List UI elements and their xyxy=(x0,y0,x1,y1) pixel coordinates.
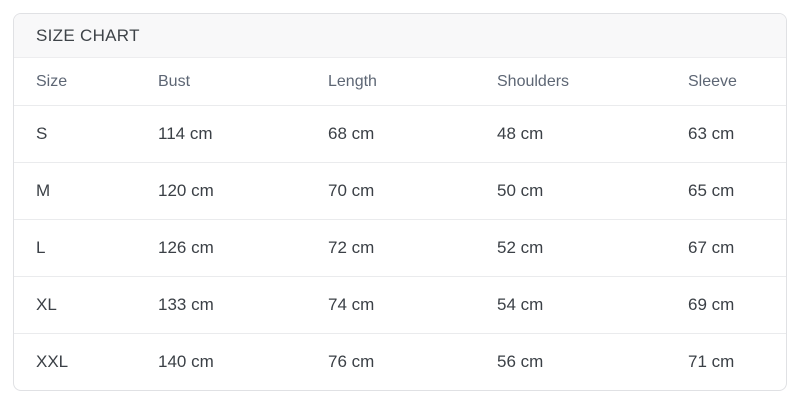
measurement-cell: 76 cm xyxy=(328,352,375,371)
column-header-length: Length xyxy=(328,72,377,90)
column-header-bust: Bust xyxy=(158,72,191,90)
column-header-sleeve: Sleeve xyxy=(688,72,737,90)
table-row-s: S 114 cm 68 cm 48 cm 63 cm xyxy=(14,105,786,162)
measurement-cell: 72 cm xyxy=(328,238,375,257)
measurement-cell: 63 cm xyxy=(688,124,735,143)
measurement-cell: 69 cm xyxy=(688,295,735,314)
table-row-l: L 126 cm 72 cm 52 cm 67 cm xyxy=(14,219,786,276)
measurement-cell: 71 cm xyxy=(688,352,735,371)
size-chart-header-bar: SIZE CHART xyxy=(14,14,786,58)
measurement-cell: 74 cm xyxy=(328,295,375,314)
size-label-cell: S xyxy=(36,124,48,143)
measurement-cell: 114 cm xyxy=(158,124,213,143)
measurement-cell: 54 cm xyxy=(497,295,544,314)
table-header-row: Size Bust Length Shoulders Sleeve xyxy=(14,58,786,105)
measurement-cell: 133 cm xyxy=(158,295,214,314)
table-row-xxl: XXL 140 cm 76 cm 56 cm 71 cm xyxy=(14,333,786,390)
table-row-m: M 120 cm 70 cm 50 cm 65 cm xyxy=(14,162,786,219)
size-label-cell: XXL xyxy=(36,352,69,371)
measurement-cell: 70 cm xyxy=(328,181,375,200)
table-body: S 114 cm 68 cm 48 cm 63 cm M 120 cm 70 cm 50 cm 6… xyxy=(14,105,786,390)
column-header-size: Size xyxy=(36,72,68,90)
size-chart-card: SIZE CHART Size Bust Length Shoulders Sleeve… xyxy=(13,13,787,391)
measurement-cell: 68 cm xyxy=(328,124,375,143)
size-label-cell: L xyxy=(36,238,46,257)
measurement-cell: 48 cm xyxy=(497,124,544,143)
size-label-cell: M xyxy=(36,181,51,200)
measurement-cell: 67 cm xyxy=(688,238,735,257)
measurement-cell: 126 cm xyxy=(158,238,214,257)
measurement-cell: 56 cm xyxy=(497,352,544,371)
measurement-cell: 50 cm xyxy=(497,181,544,200)
table-row-xl: XL 133 cm 74 cm 54 cm 69 cm xyxy=(14,276,786,333)
size-label-cell: XL xyxy=(36,295,57,314)
measurement-cell: 65 cm xyxy=(688,181,735,200)
column-header-shoulders: Shoulders xyxy=(497,72,570,90)
size-chart-title: SIZE CHART xyxy=(36,25,140,45)
measurement-cell: 140 cm xyxy=(158,352,214,371)
measurement-cell: 52 cm xyxy=(497,238,544,257)
measurement-cell: 120 cm xyxy=(158,181,214,200)
size-chart-table: Size Bust Length Shoulders Sleeve S 114 cm 68 … xyxy=(14,58,786,390)
